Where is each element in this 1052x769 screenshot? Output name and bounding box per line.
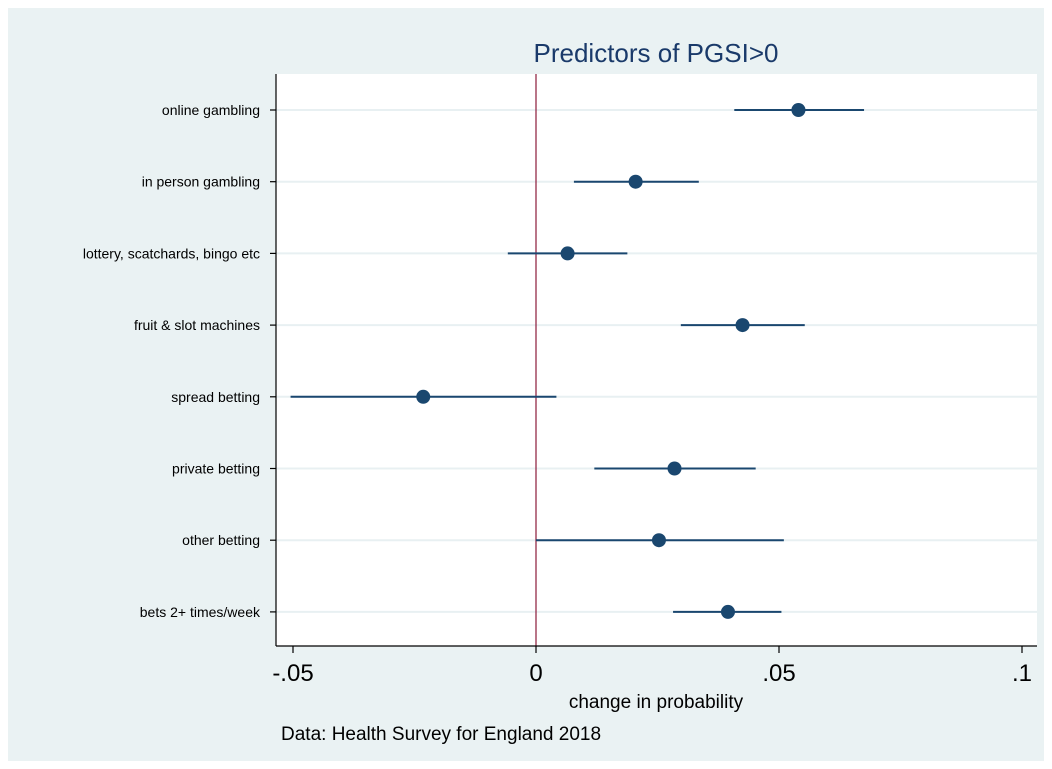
x-axis-ticks: -.05 0 .05 .1 — [272, 646, 1032, 687]
point-estimates — [416, 103, 806, 619]
category-label: spread betting — [171, 389, 260, 405]
point-estimate — [651, 533, 666, 548]
x-tick-label: 0 — [529, 660, 542, 687]
point-estimate — [720, 604, 735, 619]
category-label: other betting — [182, 532, 260, 548]
source-note: Data: Health Survey for England 2018 — [281, 724, 601, 745]
point-estimate — [667, 461, 682, 476]
plot-area — [276, 74, 1037, 646]
point-estimate — [416, 389, 431, 404]
category-label: private betting — [172, 461, 260, 477]
chart-title: Predictors of PGSI>0 — [534, 38, 779, 68]
point-estimate — [628, 174, 643, 189]
point-estimate — [735, 318, 750, 333]
x-tick-label: -.05 — [272, 660, 313, 687]
point-estimate — [560, 246, 575, 261]
category-label: fruit & slot machines — [134, 317, 260, 333]
x-tick-label: .05 — [762, 660, 795, 687]
category-labels: online gambling in person gambling lottery… — [83, 102, 276, 620]
category-label: online gambling — [162, 102, 260, 118]
category-label: lottery, scatchards, bingo etc — [83, 245, 260, 261]
point-estimate — [791, 103, 806, 117]
x-tick-label: .1 — [1012, 660, 1032, 687]
x-axis-title: change in probability — [569, 692, 744, 713]
category-label: bets 2+ times/week — [140, 604, 261, 620]
category-label: in person gambling — [142, 174, 260, 190]
